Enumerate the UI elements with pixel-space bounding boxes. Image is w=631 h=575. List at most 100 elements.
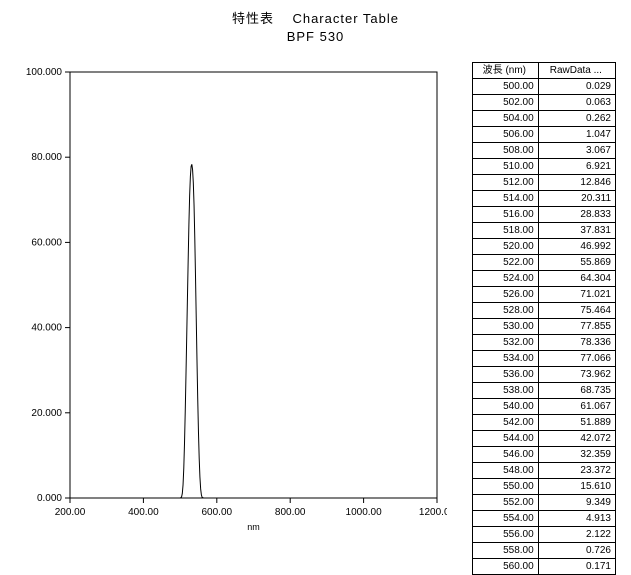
table-cell: 504.00: [473, 111, 539, 127]
table-row: 514.0020.311: [473, 191, 616, 207]
table-row: 540.0061.067: [473, 399, 616, 415]
table-row: 546.0032.359: [473, 447, 616, 463]
table-cell: 20.311: [538, 191, 615, 207]
svg-text:1200.00: 1200.00: [419, 507, 447, 518]
svg-text:200.00: 200.00: [55, 507, 86, 518]
table-cell: 558.00: [473, 543, 539, 559]
title-jp: 特性表: [232, 11, 274, 26]
table-row: 504.000.262: [473, 111, 616, 127]
table-row: 528.0075.464: [473, 303, 616, 319]
table-cell: 0.262: [538, 111, 615, 127]
table-cell: 542.00: [473, 415, 539, 431]
table-cell: 55.869: [538, 255, 615, 271]
table-cell: 524.00: [473, 271, 539, 287]
table-row: 544.0042.072: [473, 431, 616, 447]
title-en: Character Table: [292, 11, 399, 26]
table-cell: 3.067: [538, 143, 615, 159]
table-row: 536.0073.962: [473, 367, 616, 383]
table-cell: 546.00: [473, 447, 539, 463]
col-rawdata: RawData ...: [538, 63, 615, 79]
table-cell: 23.372: [538, 463, 615, 479]
table-container: 波長 (nm) RawData ... 500.000.029502.000.0…: [472, 62, 616, 575]
table-cell: 68.735: [538, 383, 615, 399]
table-row: 558.000.726: [473, 543, 616, 559]
title-line-1: 特性表 Character Table: [232, 8, 399, 27]
svg-text:1000.00: 1000.00: [346, 507, 383, 518]
table-cell: 512.00: [473, 175, 539, 191]
table-cell: 73.962: [538, 367, 615, 383]
svg-text:60.000: 60.000: [31, 237, 62, 248]
table-cell: 500.00: [473, 79, 539, 95]
table-cell: 506.00: [473, 127, 539, 143]
svg-text:40.000: 40.000: [31, 323, 62, 334]
table-cell: 75.464: [538, 303, 615, 319]
table-row: 548.0023.372: [473, 463, 616, 479]
table-cell: 554.00: [473, 511, 539, 527]
table-cell: 538.00: [473, 383, 539, 399]
table-row: 524.0064.304: [473, 271, 616, 287]
table-cell: 514.00: [473, 191, 539, 207]
svg-text:100.000: 100.000: [26, 67, 63, 78]
table-row: 552.009.349: [473, 495, 616, 511]
table-row: 522.0055.869: [473, 255, 616, 271]
table-cell: 61.067: [538, 399, 615, 415]
table-cell: 502.00: [473, 95, 539, 111]
table-head: 波長 (nm) RawData ...: [473, 63, 616, 79]
table-cell: 51.889: [538, 415, 615, 431]
table-row: 538.0068.735: [473, 383, 616, 399]
table-row: 506.001.047: [473, 127, 616, 143]
table-cell: 522.00: [473, 255, 539, 271]
table-cell: 536.00: [473, 367, 539, 383]
data-table: 波長 (nm) RawData ... 500.000.029502.000.0…: [472, 62, 616, 575]
table-row: 526.0071.021: [473, 287, 616, 303]
table-cell: 528.00: [473, 303, 539, 319]
table-row: 500.000.029: [473, 79, 616, 95]
table-cell: 77.855: [538, 319, 615, 335]
table-cell: 534.00: [473, 351, 539, 367]
table-cell: 64.304: [538, 271, 615, 287]
table-cell: 510.00: [473, 159, 539, 175]
svg-text:0.000: 0.000: [37, 493, 62, 504]
table-cell: 71.021: [538, 287, 615, 303]
table-row: 502.000.063: [473, 95, 616, 111]
table-row: 542.0051.889: [473, 415, 616, 431]
table-row: 520.0046.992: [473, 239, 616, 255]
table-cell: 556.00: [473, 527, 539, 543]
table-cell: 544.00: [473, 431, 539, 447]
table-cell: 552.00: [473, 495, 539, 511]
table-header-row: 波長 (nm) RawData ...: [473, 63, 616, 79]
table-row: 534.0077.066: [473, 351, 616, 367]
table-cell: 530.00: [473, 319, 539, 335]
table-cell: 0.726: [538, 543, 615, 559]
table-cell: 0.063: [538, 95, 615, 111]
svg-text:800.00: 800.00: [275, 507, 306, 518]
table-row: 556.002.122: [473, 527, 616, 543]
table-row: 554.004.913: [473, 511, 616, 527]
table-cell: 15.610: [538, 479, 615, 495]
table-cell: 550.00: [473, 479, 539, 495]
table-row: 518.0037.831: [473, 223, 616, 239]
svg-text:80.000: 80.000: [31, 152, 62, 163]
page-root: 特性表 Character Table BPF 530 200.00400.00…: [0, 0, 631, 567]
table-row: 512.0012.846: [473, 175, 616, 191]
table-cell: 508.00: [473, 143, 539, 159]
table-cell: 4.913: [538, 511, 615, 527]
table-cell: 46.992: [538, 239, 615, 255]
table-row: 530.0077.855: [473, 319, 616, 335]
table-cell: 532.00: [473, 335, 539, 351]
table-cell: 2.122: [538, 527, 615, 543]
svg-text:nm: nm: [247, 522, 260, 532]
table-cell: 518.00: [473, 223, 539, 239]
table-cell: 28.833: [538, 207, 615, 223]
table-cell: 77.066: [538, 351, 615, 367]
table-cell: 9.349: [538, 495, 615, 511]
table-cell: 516.00: [473, 207, 539, 223]
chart-svg: 200.00400.00600.00800.001000.001200.000.…: [12, 62, 447, 542]
table-cell: 548.00: [473, 463, 539, 479]
table-cell: 32.359: [538, 447, 615, 463]
col-wavelength: 波長 (nm): [473, 63, 539, 79]
title-block: 特性表 Character Table BPF 530: [0, 8, 631, 44]
table-cell: 520.00: [473, 239, 539, 255]
table-row: 510.006.921: [473, 159, 616, 175]
table-body: 500.000.029502.000.063504.000.262506.001…: [473, 79, 616, 575]
